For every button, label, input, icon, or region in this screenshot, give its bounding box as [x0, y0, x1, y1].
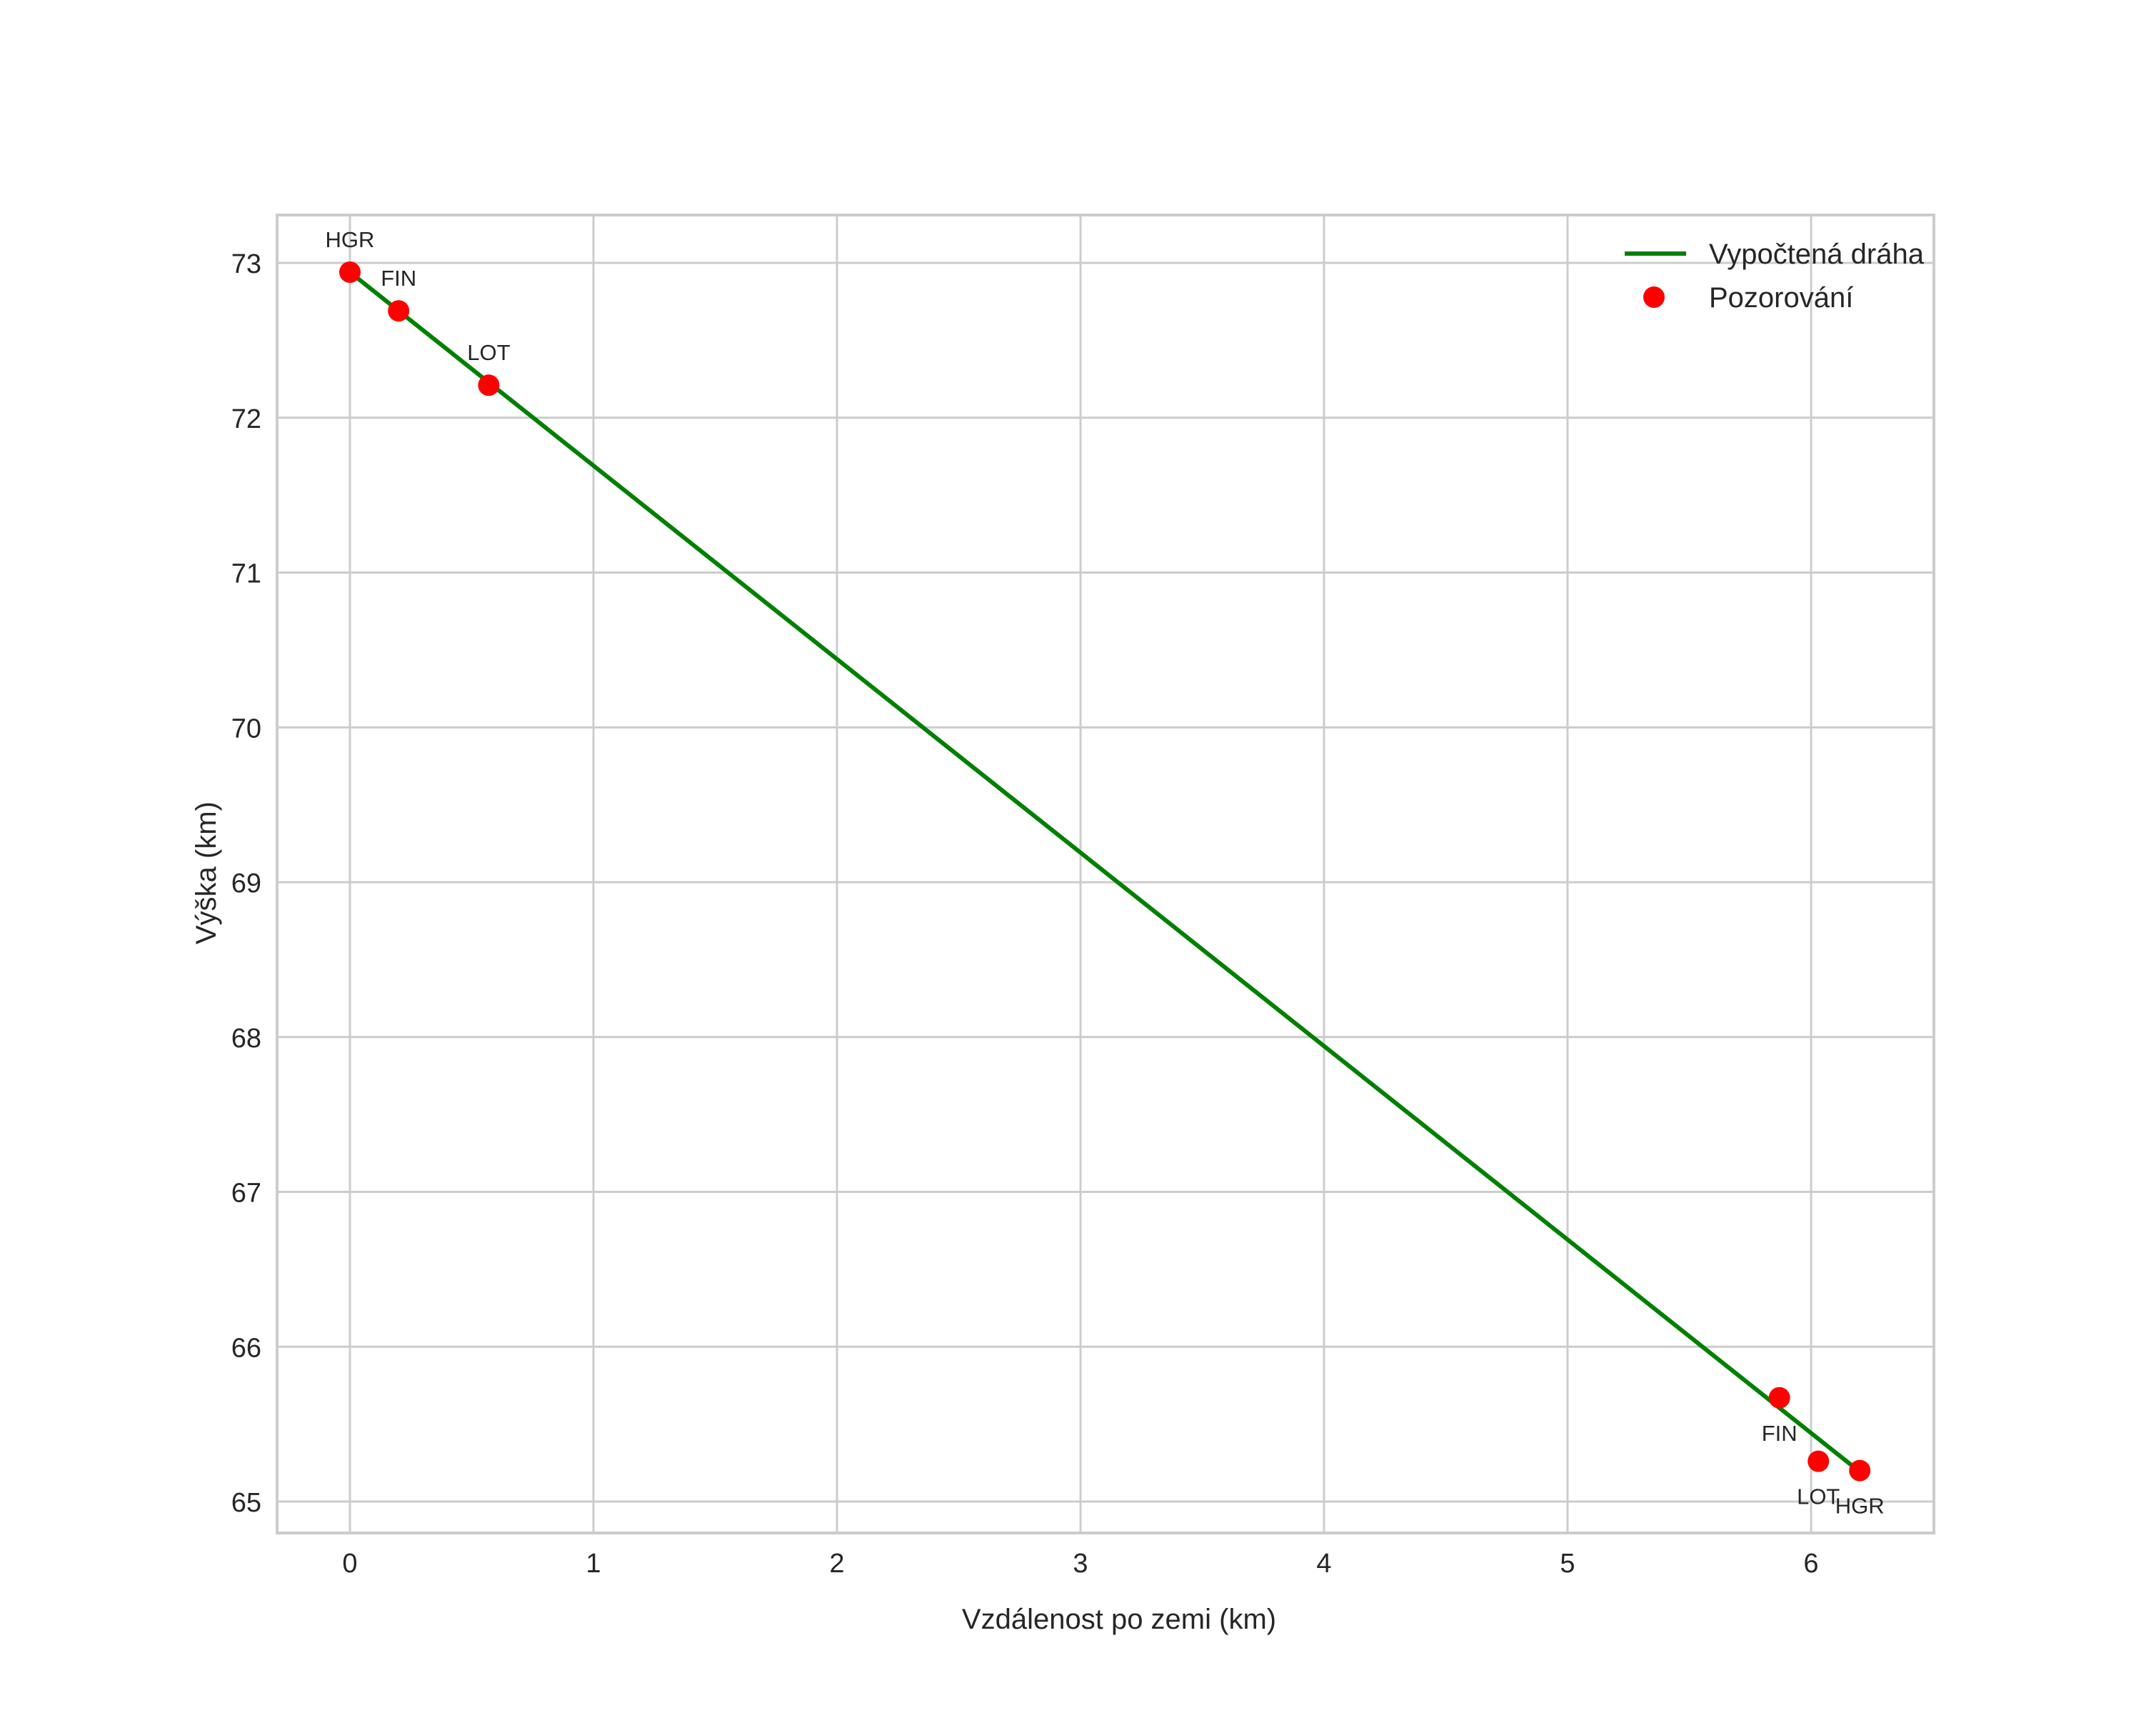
grid-lines: [277, 215, 1934, 1533]
x-tick-label: 2: [829, 1549, 844, 1579]
point-label: FIN: [1762, 1421, 1797, 1446]
y-tick-label: 72: [231, 404, 261, 434]
plot-frame: [276, 214, 1935, 1534]
y-axis-ticks: 65 66 67 68 69 70 71 72 73: [231, 249, 261, 1518]
legend: Vypočtená dráha Pozorování: [1625, 239, 1925, 314]
y-tick-label: 71: [231, 559, 261, 589]
x-tick-label: 1: [586, 1549, 601, 1579]
observation-point: [388, 300, 410, 322]
trajectory-line: [349, 270, 1854, 1468]
x-tick-label: 0: [342, 1549, 357, 1579]
observation-point: [478, 374, 500, 396]
x-tick-label: 4: [1316, 1549, 1331, 1579]
observation-point: [339, 261, 361, 284]
y-tick-label: 73: [231, 249, 261, 279]
x-tick-label: 6: [1803, 1549, 1818, 1579]
y-tick-label: 68: [231, 1024, 261, 1054]
y-tick-label: 67: [231, 1179, 261, 1209]
point-label: HGR: [326, 227, 375, 252]
legend-label-line: Vypočtená dráha: [1709, 239, 1925, 270]
observation-point: [1849, 1459, 1871, 1482]
x-tick-label: 3: [1073, 1549, 1088, 1579]
y-tick-label: 69: [231, 869, 261, 899]
y-tick-label: 70: [231, 714, 261, 744]
point-label: HGR: [1835, 1494, 1885, 1519]
legend-label-points: Pozorování: [1709, 282, 1853, 314]
x-tick-label: 5: [1560, 1549, 1575, 1579]
point-label: LOT: [1797, 1484, 1840, 1509]
y-tick-label: 66: [231, 1333, 261, 1363]
point-label: FIN: [381, 266, 416, 291]
x-axis-ticks: 0 1 2 3 4 5 6: [342, 1549, 1818, 1579]
legend-dot-icon: [1643, 286, 1665, 308]
point-label: LOT: [467, 340, 510, 365]
y-axis-label: Výška (km): [191, 801, 222, 944]
y-tick-label: 65: [231, 1488, 261, 1518]
observation-point: [1768, 1387, 1790, 1409]
x-axis-label: Vzdálenost po zemi (km): [962, 1604, 1276, 1635]
observation-point: [1807, 1450, 1830, 1472]
